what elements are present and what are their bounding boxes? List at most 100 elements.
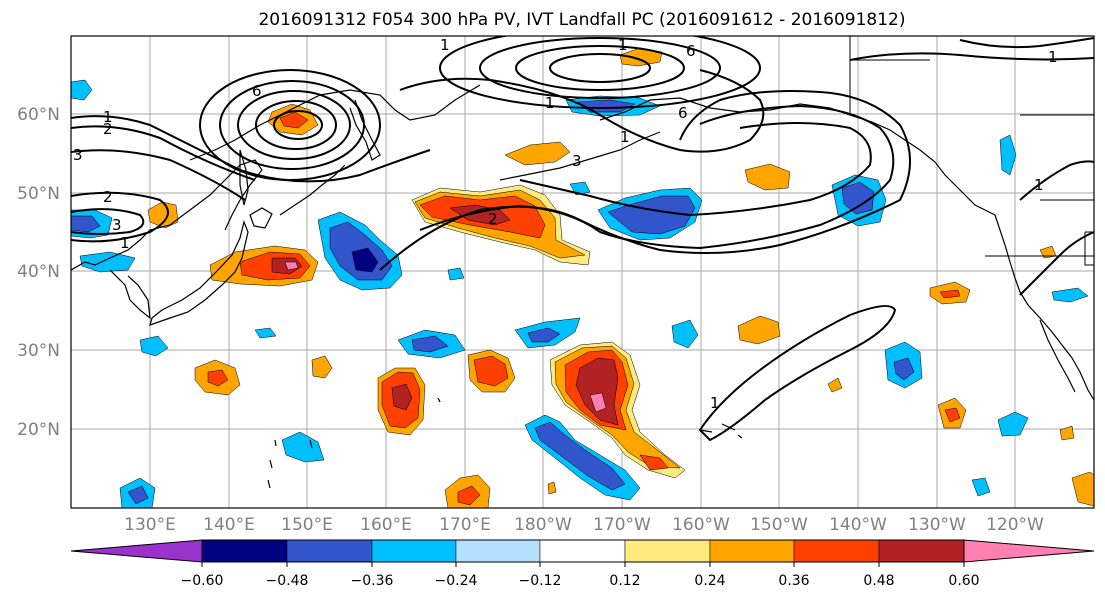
lon-label: 160°W	[672, 515, 730, 535]
contour-label: 1	[1048, 48, 1058, 66]
lon-label: 180°W	[514, 515, 572, 535]
colorbar-label: 0.48	[863, 573, 894, 589]
pv-contours	[71, 36, 1094, 442]
contour-label: 1	[440, 36, 450, 54]
positive-anomaly-patch	[744, 163, 791, 191]
lat-label: 60°N	[17, 105, 60, 125]
colorbar-label: 0.24	[694, 573, 725, 589]
negative-anomaly-patch	[127, 485, 149, 505]
lat-label: 40°N	[17, 262, 60, 282]
pv-contour	[515, 45, 685, 91]
positive-anomaly-patch	[473, 355, 509, 387]
hawaii-islands	[699, 423, 743, 439]
positive-anomaly-patch	[737, 315, 781, 345]
lon-label: 160°E	[360, 515, 412, 535]
pv-contour	[71, 208, 145, 235]
colorbar-label: −0.12	[519, 573, 562, 589]
positive-anomaly-patch	[279, 111, 309, 129]
colorbar-ticks	[201, 562, 965, 567]
negative-anomaly-patch	[534, 421, 626, 491]
pv-contour	[959, 37, 1094, 49]
lon-label: 150°W	[750, 515, 808, 535]
negative-anomaly-patch	[254, 327, 277, 339]
contour-label: 1	[620, 128, 630, 146]
positive-anomaly-patch	[827, 377, 843, 393]
lat-label: 20°N	[17, 420, 60, 440]
positive-anomaly-patch	[207, 369, 229, 387]
colorbar-segment	[371, 539, 457, 563]
positive-anomaly-patch	[284, 261, 299, 271]
canada-border	[849, 36, 1094, 266]
contour-label: 1	[103, 108, 113, 126]
colorbar-segment	[624, 539, 711, 563]
map-frame	[70, 35, 1095, 509]
pv-contour	[439, 36, 761, 109]
lat-label: 50°N	[17, 184, 60, 204]
negative-anomaly-patch	[999, 134, 1017, 176]
positive-anomaly-patch	[391, 383, 413, 411]
positive-anomaly-patch	[939, 289, 961, 299]
ivt-shading	[71, 47, 1094, 508]
colorbar-segment	[793, 539, 880, 563]
negative-anomaly-patch	[351, 247, 379, 273]
hokkaido-coastline	[249, 207, 273, 229]
colorbar: −0.60 −0.48 −0.36 −0.24 −0.12 0.12 0.24 …	[70, 539, 1095, 589]
lon-label: 170°W	[593, 515, 651, 535]
longitude-axis: 130°E 140°E 150°E 160°E 170°E 180°W 170°…	[124, 515, 1044, 535]
pv-contour	[273, 110, 323, 140]
contour-label: 2	[488, 210, 498, 228]
colorbar-segment	[878, 539, 965, 563]
negative-anomaly-patch	[71, 79, 93, 101]
contour-label: 3	[73, 146, 83, 164]
colorbar-label: −0.60	[181, 573, 224, 589]
positive-anomaly-patch	[457, 485, 481, 506]
pv-contour	[1019, 160, 1094, 201]
colorbar-label: 0.60	[948, 573, 979, 589]
latitude-axis: 60°N 50°N 40°N 30°N 20°N	[17, 105, 60, 440]
lon-label: 140°W	[829, 515, 887, 535]
contour-label: 1	[120, 234, 130, 252]
contour-label: 3	[112, 216, 122, 234]
contour-label: 1	[710, 394, 720, 412]
positive-anomaly-patch	[589, 392, 607, 413]
negative-anomaly-patch	[893, 357, 915, 381]
colorbar-segment	[286, 539, 373, 563]
colorbar-segment	[709, 539, 795, 563]
pv-contour	[698, 305, 897, 442]
lon-label: 130°E	[124, 515, 176, 535]
positive-anomaly-patch	[1059, 425, 1075, 441]
colorbar-segment	[539, 539, 626, 563]
negative-anomaly-patch	[139, 335, 169, 357]
positive-anomaly-patch	[944, 407, 961, 423]
colorbar-segment	[455, 539, 541, 563]
map-content: 1 2 3 1 2 3 1 6 6 2 1 1 6 3 1 1 1 1	[71, 36, 1094, 508]
contour-label: 1	[545, 94, 555, 112]
positive-anomaly-patch	[639, 454, 669, 471]
contour-label: 6	[678, 104, 688, 122]
aleutian-islands	[499, 131, 661, 181]
sakhalin-coastline	[239, 149, 249, 206]
contour-labels: 1 2 3 1 2 3 1 6 6 2 1 1 6 3 1 1 1 1	[73, 36, 1058, 412]
pv-contour	[849, 52, 1094, 61]
pv-contour	[549, 53, 651, 83]
korea-coastline	[109, 269, 151, 320]
pv-contour	[71, 191, 169, 243]
contour-label: 2	[103, 188, 113, 206]
pv-contour	[1019, 231, 1094, 296]
colorbar-segment	[201, 539, 288, 563]
positive-anomaly-patch	[311, 355, 333, 379]
pv-contour	[419, 104, 895, 250]
negative-anomaly-patch	[411, 335, 449, 353]
negative-anomaly-patch	[1051, 287, 1089, 303]
pv-contour	[71, 125, 256, 181]
colorbar-label: −0.24	[435, 573, 478, 589]
pv-contour	[519, 122, 872, 217]
lon-label: 140°E	[203, 515, 255, 535]
negative-anomaly-patch	[71, 215, 101, 233]
negative-anomaly-patch	[281, 431, 325, 463]
negative-anomaly-patch	[971, 477, 991, 497]
pacific-islands	[267, 397, 441, 489]
lon-label: 130°W	[908, 515, 966, 535]
pv-contour	[479, 37, 721, 99]
